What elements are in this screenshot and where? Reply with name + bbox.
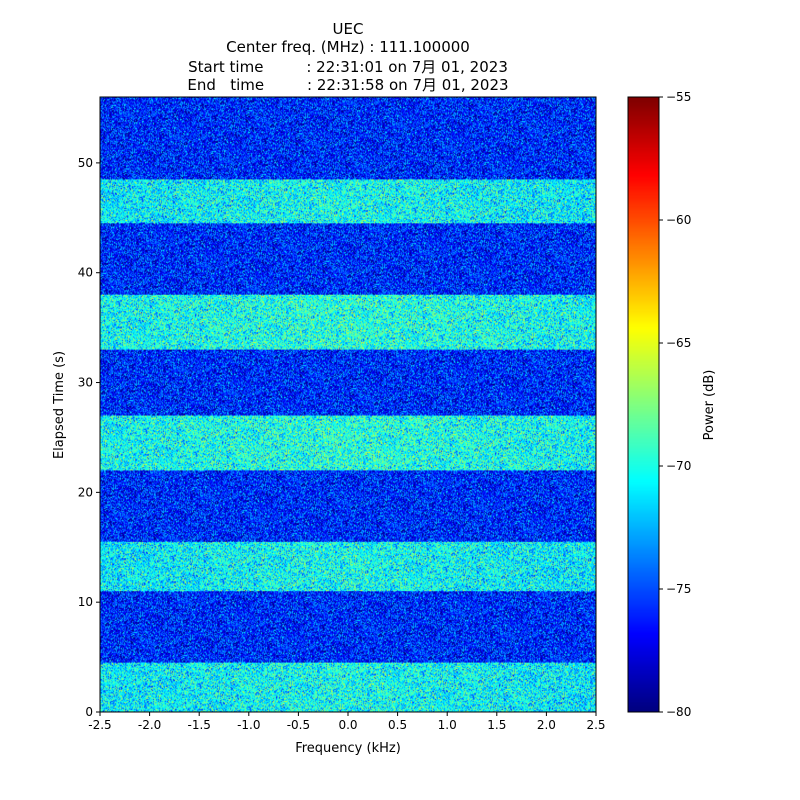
x-axis-label: Frequency (kHz) — [295, 741, 401, 756]
y-tick-label: 50 — [78, 156, 93, 170]
x-tick-label: 0.5 — [388, 718, 407, 732]
x-tick-label: -1.0 — [237, 718, 260, 732]
chart-subtitle-start-time: Start time : 22:31:01 on 7月 01, 2023 — [188, 58, 508, 76]
chart-title: UEC — [332, 20, 364, 38]
x-tick-label: -1.5 — [187, 718, 210, 732]
y-axis-label: Elapsed Time (s) — [52, 351, 67, 459]
colorbar-frame — [627, 96, 660, 713]
plot-area — [99, 96, 597, 713]
colorbar-tick-label: −60 — [666, 213, 691, 227]
y-tick-label: 20 — [78, 485, 93, 499]
x-tick-label: 1.5 — [487, 718, 506, 732]
colorbar-tick-label: −65 — [666, 336, 691, 350]
colorbar — [627, 96, 660, 713]
x-tick-label: -2.5 — [88, 718, 111, 732]
x-tick-label: 2.5 — [586, 718, 605, 732]
chart-subtitle-center-freq: Center freq. (MHz) : 111.100000 — [226, 38, 470, 56]
chart-subtitle-end-time: End time : 22:31:58 on 7月 01, 2023 — [187, 76, 509, 94]
y-tick-label: 0 — [85, 705, 93, 719]
colorbar-tick-label: −75 — [666, 582, 691, 596]
y-tick-label: 10 — [78, 595, 93, 609]
x-axis: -2.5 -2.0 -1.5 -1.0 -0.5 0.0 0.5 1.0 1.5 2.0 2.5 — [88, 712, 606, 732]
colorbar-gradient — [628, 97, 659, 712]
spectrogram-heatmap — [100, 97, 596, 712]
y-axis: 0 10 20 30 40 50 — [78, 156, 100, 719]
y-tick-label: 40 — [78, 266, 93, 280]
colorbar-tick-label: −70 — [666, 459, 691, 473]
colorbar-tick-label: −80 — [666, 705, 691, 719]
colorbar-tick-label: −55 — [666, 90, 691, 104]
colorbar-label: Power (dB) — [702, 370, 717, 441]
y-tick-label: 30 — [78, 376, 93, 390]
x-tick-label: -2.0 — [138, 718, 161, 732]
x-tick-label: 1.0 — [438, 718, 457, 732]
x-tick-label: 0.0 — [338, 718, 357, 732]
colorbar-axis: −80 −75 −70 −65 −60 −55 — [659, 90, 691, 719]
x-tick-label: 2.0 — [537, 718, 556, 732]
x-tick-label: -0.5 — [287, 718, 310, 732]
